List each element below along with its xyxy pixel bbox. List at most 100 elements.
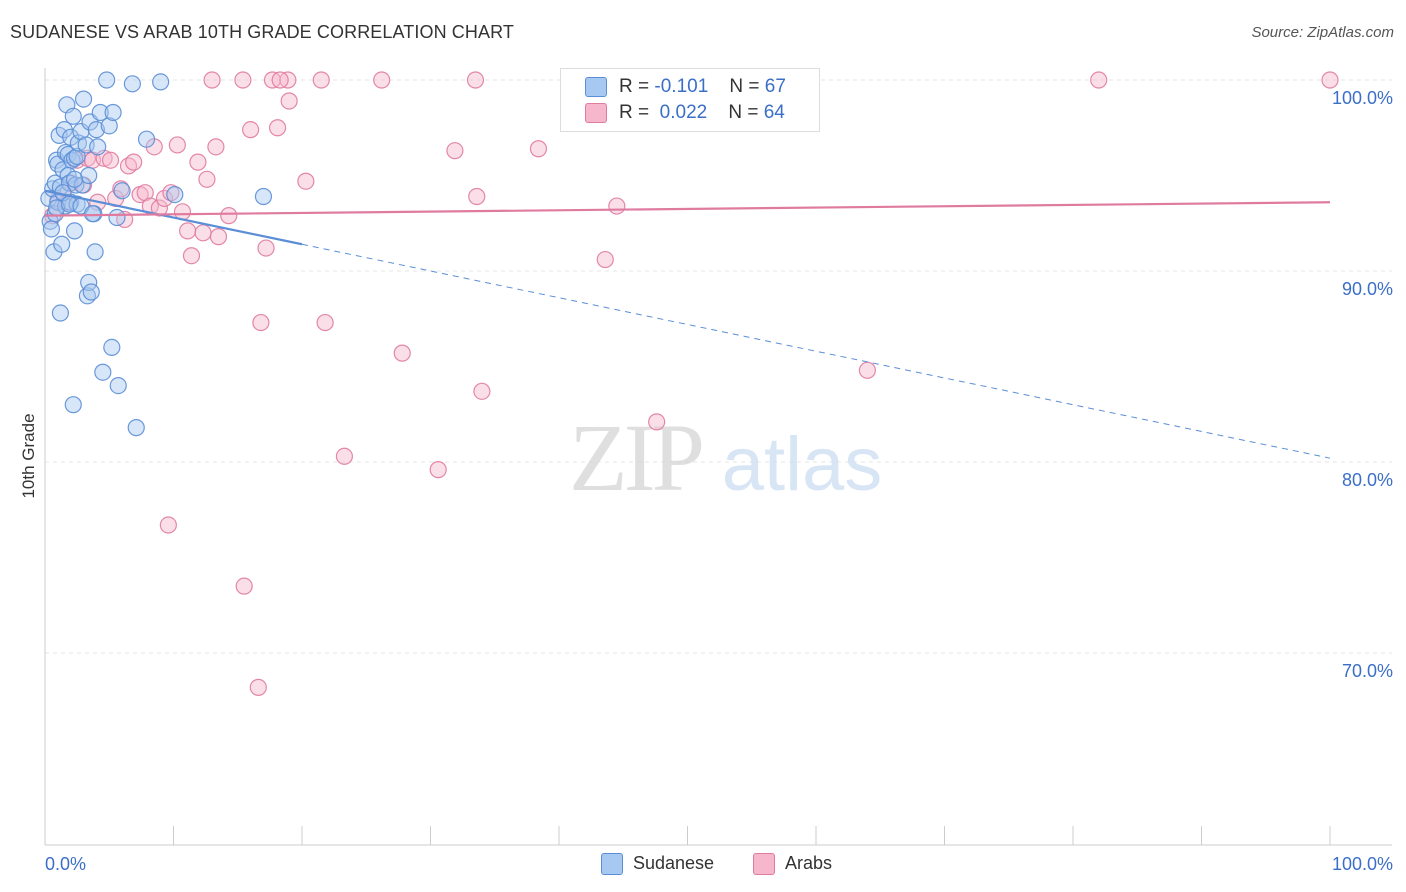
watermark: ZIP atlas <box>569 404 882 511</box>
series-swatch-arabs <box>753 853 775 875</box>
point-sudanese-40 <box>82 283 100 301</box>
point-arabs-34 <box>203 71 221 89</box>
point-sudanese-58 <box>152 73 170 91</box>
point-sudanese-2 <box>42 220 61 238</box>
point-arabs-24 <box>168 136 186 154</box>
point-arabs-59 <box>608 197 626 215</box>
series-label-sudanese: Sudanese <box>633 853 715 873</box>
point-arabs-55 <box>473 382 491 400</box>
point-arabs-68 <box>596 250 614 269</box>
legend-r-value-sudanese: -0.101 <box>654 76 709 97</box>
point-sudanese-50 <box>104 103 122 122</box>
point-arabs-16 <box>125 153 143 171</box>
gridlines <box>45 79 1392 654</box>
point-sudanese-66 <box>83 205 102 223</box>
legend-n-value-arabs: 64 <box>763 102 785 123</box>
point-arabs-61 <box>648 413 666 431</box>
point-arabs-42 <box>280 92 298 110</box>
point-sudanese-51 <box>103 338 121 356</box>
point-arabs-21 <box>150 199 168 217</box>
point-sudanese-41 <box>80 166 98 185</box>
point-arabs-11 <box>101 151 120 169</box>
tick-labels: 100.0% 90.0% 80.0% 70.0% 0.0% 100.0% <box>45 88 1393 874</box>
point-sudanese-56 <box>127 419 145 437</box>
point-arabs-50 <box>159 516 177 534</box>
axes <box>44 68 1392 846</box>
point-sudanese-29 <box>68 147 86 165</box>
legend-swatch-sudanese <box>585 77 607 97</box>
point-arabs-41 <box>271 71 289 89</box>
trend-lines <box>44 189 1331 459</box>
point-arabs-67 <box>1321 71 1339 89</box>
point-sudanese-54 <box>113 182 131 200</box>
legend-n-label: N = <box>729 76 760 97</box>
point-sudanese-43 <box>86 243 104 261</box>
point-arabs-58 <box>529 140 548 158</box>
point-arabs-36 <box>242 121 260 139</box>
series-label-arabs: Arabs <box>785 853 833 873</box>
point-sudanese-38 <box>80 273 98 292</box>
series-swatch-sudanese <box>601 853 623 875</box>
point-arabs-66 <box>1090 71 1108 89</box>
point-arabs-31 <box>207 138 225 156</box>
point-sudanese-53 <box>109 377 127 395</box>
point-sudanese-31 <box>65 222 84 240</box>
point-sudanese-13 <box>53 235 71 253</box>
point-arabs-39 <box>268 119 287 137</box>
series-sudanese <box>40 71 273 437</box>
trend-line-sudanese <box>44 189 303 246</box>
point-sudanese-48 <box>98 71 116 89</box>
legend-swatch-arabs <box>585 103 607 123</box>
legend-n-label: N = <box>728 102 759 123</box>
y-tick-label-1: 90.0% <box>1342 279 1393 299</box>
point-arabs-49 <box>393 344 411 362</box>
point-sudanese-64 <box>65 170 84 188</box>
legend-n-value-sudanese: 67 <box>764 76 786 97</box>
x-tick-label-1: 100.0% <box>1332 854 1393 874</box>
watermark-atlas: atlas <box>722 422 883 507</box>
point-arabs-43 <box>297 172 315 190</box>
point-sudanese-44 <box>87 121 106 139</box>
data-points <box>40 71 1339 696</box>
point-arabs-48 <box>316 313 334 332</box>
correlation-legend: R = -0.101 N = 67 R = 0.022 N = 64 <box>560 68 820 132</box>
point-sudanese-27 <box>67 176 85 194</box>
point-arabs-35 <box>234 71 252 89</box>
point-arabs-56 <box>446 142 464 160</box>
point-sudanese-55 <box>123 75 141 93</box>
point-arabs-45 <box>373 71 391 89</box>
point-arabs-27 <box>182 247 201 265</box>
point-arabs-52 <box>249 678 267 696</box>
trend-line-arabs <box>44 201 1331 217</box>
legend-r-value-arabs: 0.022 <box>659 102 708 123</box>
series-legend: Sudanese Arabs <box>0 852 1406 876</box>
point-arabs-47 <box>252 313 270 332</box>
point-sudanese-59 <box>166 186 184 204</box>
chart-title: SUDANESE VS ARAB 10TH GRADE CORRELATION … <box>10 22 514 42</box>
point-sudanese-25 <box>64 107 82 125</box>
point-sudanese-47 <box>94 363 112 381</box>
point-sudanese-30 <box>64 396 82 414</box>
source-label: Source: ZipAtlas.com <box>1251 24 1394 41</box>
point-arabs-53 <box>335 447 354 465</box>
y-tick-label-3: 70.0% <box>1342 661 1393 681</box>
x-tick-label-0: 0.0% <box>45 854 86 874</box>
y-tick-label-2: 80.0% <box>1342 470 1393 490</box>
point-sudanese-45 <box>89 138 107 156</box>
series-arabs <box>44 71 1339 696</box>
point-arabs-57 <box>468 187 486 206</box>
legend-r-label: R = <box>619 76 650 97</box>
point-arabs-54 <box>429 461 447 479</box>
point-arabs-46 <box>466 71 485 89</box>
y-tick-label-0: 100.0% <box>1332 88 1393 108</box>
point-arabs-29 <box>194 224 212 242</box>
point-arabs-44 <box>312 71 330 89</box>
point-arabs-51 <box>235 577 253 595</box>
point-arabs-26 <box>179 222 197 240</box>
point-sudanese-35 <box>74 90 93 108</box>
point-sudanese-46 <box>91 103 109 122</box>
point-arabs-30 <box>198 170 216 188</box>
point-sudanese-52 <box>108 208 126 227</box>
point-sudanese-11 <box>51 304 70 322</box>
